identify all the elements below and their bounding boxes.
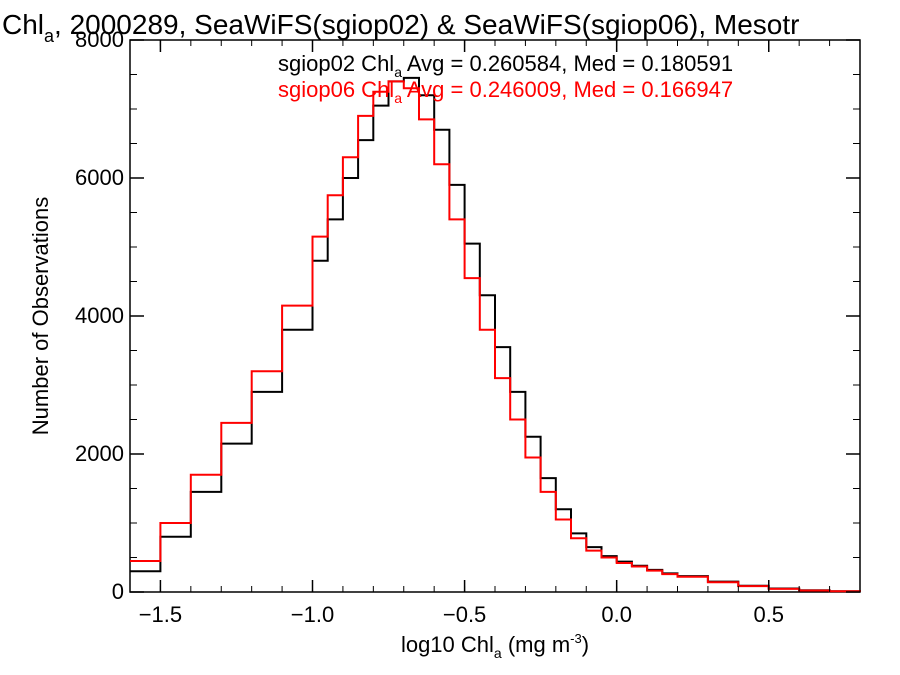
x-axis-label: log10 Chla (mg m-3) bbox=[401, 631, 589, 661]
y-tick-label: 8000 bbox=[75, 27, 124, 52]
x-tick-label: −1.5 bbox=[139, 602, 182, 627]
x-tick-label: −0.5 bbox=[443, 602, 486, 627]
y-tick-label: 4000 bbox=[75, 303, 124, 328]
x-tick-label: 0.0 bbox=[601, 602, 632, 627]
series-sgiop06-line bbox=[130, 80, 861, 593]
series-layer bbox=[130, 76, 861, 593]
annotation-sgiop02: sgiop02 Chla Avg = 0.260584, Med = 0.180… bbox=[278, 51, 733, 80]
x-tick-label: −1.0 bbox=[291, 602, 334, 627]
x-tick-label: 0.5 bbox=[753, 602, 784, 627]
y-tick-label: 6000 bbox=[75, 165, 124, 190]
x-axis: −1.5 −1.0 −0.5 0.0 0.5 bbox=[129, 40, 861, 627]
chart-title: Chla, 2000289, SeaWiFS(sgiop02) & SeaWiF… bbox=[2, 9, 799, 46]
annotation-sgiop06: sgiop06 Chla Avg = 0.246009, Med = 0.166… bbox=[278, 77, 733, 106]
y-axis-label: Number of Observations bbox=[28, 197, 53, 435]
y-axis: 0 2000 4000 6000 8000 bbox=[75, 27, 860, 604]
y-tick-label: 2000 bbox=[75, 441, 124, 466]
y-tick-label: 0 bbox=[112, 579, 124, 604]
